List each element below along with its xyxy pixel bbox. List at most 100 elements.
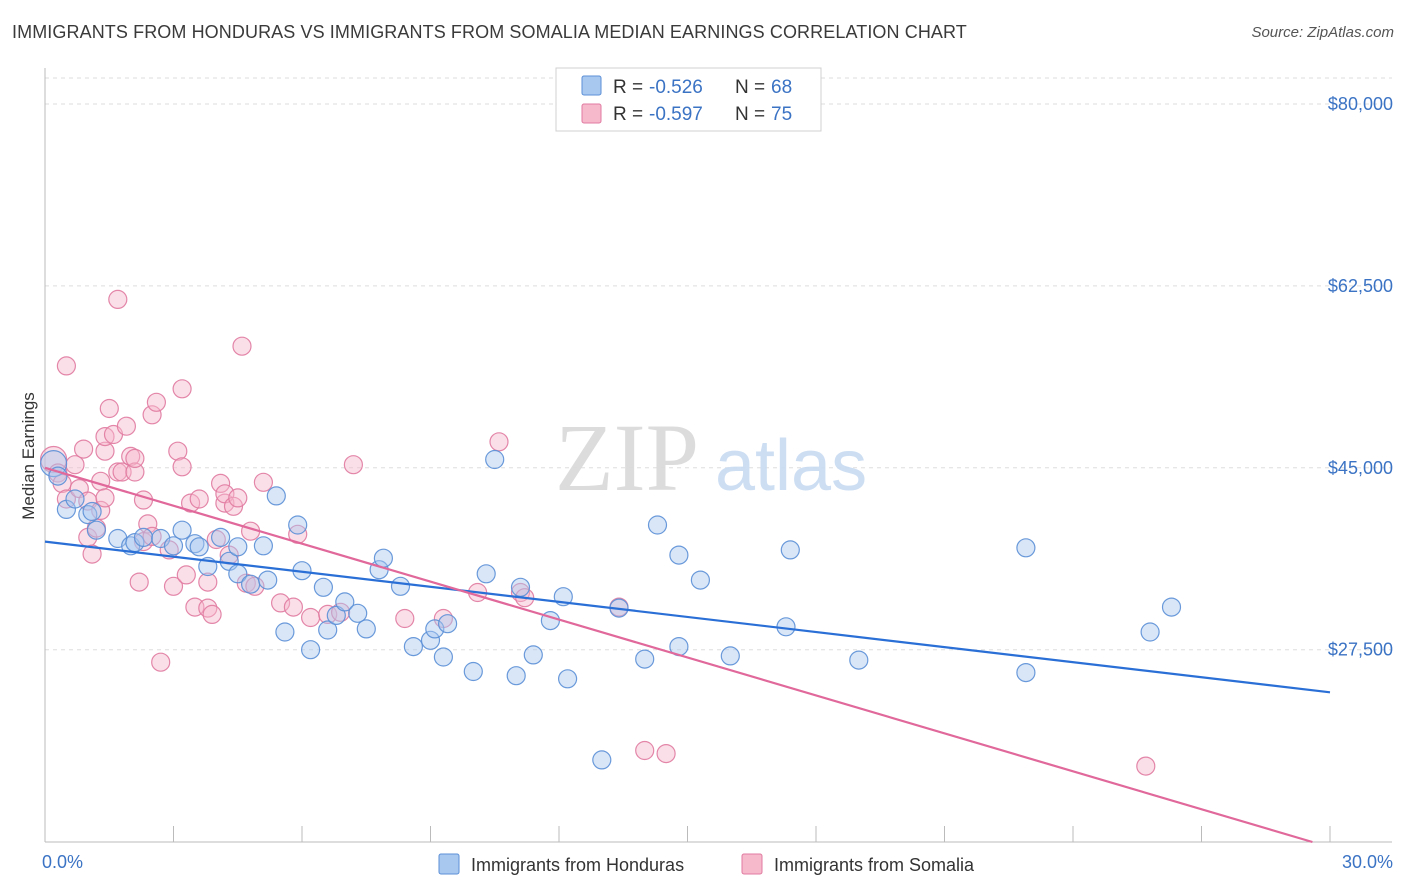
y-tick-label: $80,000: [1328, 94, 1393, 114]
somalia-point: [176, 565, 196, 585]
honduras-point: [172, 520, 192, 540]
somalia-point: [56, 356, 77, 376]
y-tick-label: $62,500: [1328, 276, 1393, 296]
series-legend-label-somalia: Immigrants from Somalia: [774, 855, 975, 875]
honduras-point: [258, 570, 278, 590]
legend-r-label-honduras: R =: [613, 77, 643, 98]
chart-source: Source: ZipAtlas.com: [1251, 24, 1394, 41]
somalia-point: [635, 740, 655, 761]
somalia-point: [211, 473, 231, 493]
correlation-legend: R = -0.526 N = 68 R = -0.597 N = 75: [555, 67, 822, 132]
legend-swatch-somalia: [581, 103, 602, 124]
somalia-point: [116, 416, 137, 436]
honduras-point: [403, 636, 423, 657]
honduras-point: [211, 527, 231, 548]
somalia-point: [108, 462, 128, 482]
somalia-point: [95, 488, 115, 508]
honduras-point: [635, 649, 655, 669]
honduras-point: [48, 466, 68, 486]
somalia-point: [301, 607, 321, 628]
somalia-point: [168, 441, 188, 461]
honduras-point: [463, 661, 483, 682]
series-legend-label-honduras: Immigrants from Honduras: [471, 855, 684, 875]
somalia-point: [99, 398, 119, 419]
series-legend: Immigrants from Honduras Immigrants from…: [438, 853, 975, 875]
honduras-point: [373, 548, 393, 568]
honduras-point: [326, 605, 346, 626]
somalia-point: [343, 455, 363, 475]
honduras-point: [133, 527, 154, 548]
legend-r-label-somalia: R =: [613, 104, 643, 125]
honduras-point: [86, 520, 107, 540]
watermark-zip: ZIP: [555, 404, 699, 511]
y-axis-title: Median Earnings: [19, 392, 38, 520]
somalia-point: [283, 597, 303, 617]
legend-n-label-somalia: N =: [735, 104, 765, 125]
honduras-point: [433, 647, 453, 667]
honduras-point: [1016, 538, 1036, 558]
honduras-point: [420, 630, 441, 650]
somalia-point: [73, 439, 94, 459]
honduras-point: [690, 570, 711, 590]
series-legend-swatch-honduras: [438, 853, 460, 875]
somalia-point: [108, 289, 128, 309]
honduras-point: [65, 489, 85, 509]
honduras-point: [39, 450, 68, 478]
honduras-trend-line: [44, 540, 1331, 694]
honduras-point: [780, 540, 800, 560]
honduras-point: [510, 577, 531, 597]
honduras-point: [82, 501, 102, 522]
honduras-point: [313, 577, 333, 597]
honduras-point: [318, 620, 338, 640]
somalia-point: [198, 572, 218, 592]
somalia-point: [142, 405, 162, 425]
honduras-point: [438, 614, 458, 634]
honduras-point: [253, 536, 273, 556]
honduras-point: [1140, 622, 1160, 642]
y-tick-label: $45,000: [1328, 458, 1393, 478]
x-tick-label-max: 30.0%: [1342, 852, 1393, 872]
somalia-point: [172, 379, 192, 399]
honduras-points: [39, 449, 1182, 770]
honduras-point: [485, 449, 505, 470]
somalia-point: [125, 448, 145, 468]
somalia-point: [82, 544, 102, 564]
legend-n-value-honduras: 68: [771, 77, 792, 98]
honduras-point: [849, 650, 869, 670]
somalia-point: [271, 593, 291, 613]
honduras-point: [266, 486, 286, 506]
honduras-point: [163, 536, 184, 556]
legend-r-value-honduras: -0.526: [649, 77, 703, 98]
honduras-point: [647, 515, 668, 535]
honduras-point: [228, 537, 248, 557]
honduras-point: [288, 515, 308, 535]
somalia-point: [189, 489, 209, 509]
somalia-point: [202, 604, 222, 625]
axes: [44, 68, 1392, 843]
legend-swatch-honduras: [581, 75, 602, 96]
honduras-point: [390, 576, 411, 596]
y-tick-label: $27,500: [1328, 640, 1393, 660]
legend-n-value-somalia: 75: [771, 104, 792, 125]
honduras-point: [356, 619, 376, 639]
somalia-point: [1136, 756, 1156, 776]
y-tick-labels: $27,500 $45,000 $62,500 $80,000: [1328, 94, 1393, 660]
honduras-point: [557, 669, 578, 689]
somalia-point: [395, 608, 415, 629]
grid-lines: [45, 77, 1392, 651]
somalia-point: [146, 392, 166, 412]
honduras-point: [669, 545, 689, 565]
honduras-point: [335, 592, 355, 612]
trend-lines: [44, 466, 1331, 844]
somalia-point: [228, 488, 248, 508]
somalia-point: [232, 336, 252, 356]
watermark: ZIP atlas: [555, 404, 867, 511]
somalia-trend-line: [44, 466, 1313, 844]
honduras-point: [1016, 662, 1036, 683]
somalia-point: [133, 490, 154, 510]
somalia-point: [253, 472, 273, 492]
honduras-point: [592, 750, 612, 770]
somalia-point: [125, 462, 145, 482]
somalia-point: [95, 441, 115, 461]
